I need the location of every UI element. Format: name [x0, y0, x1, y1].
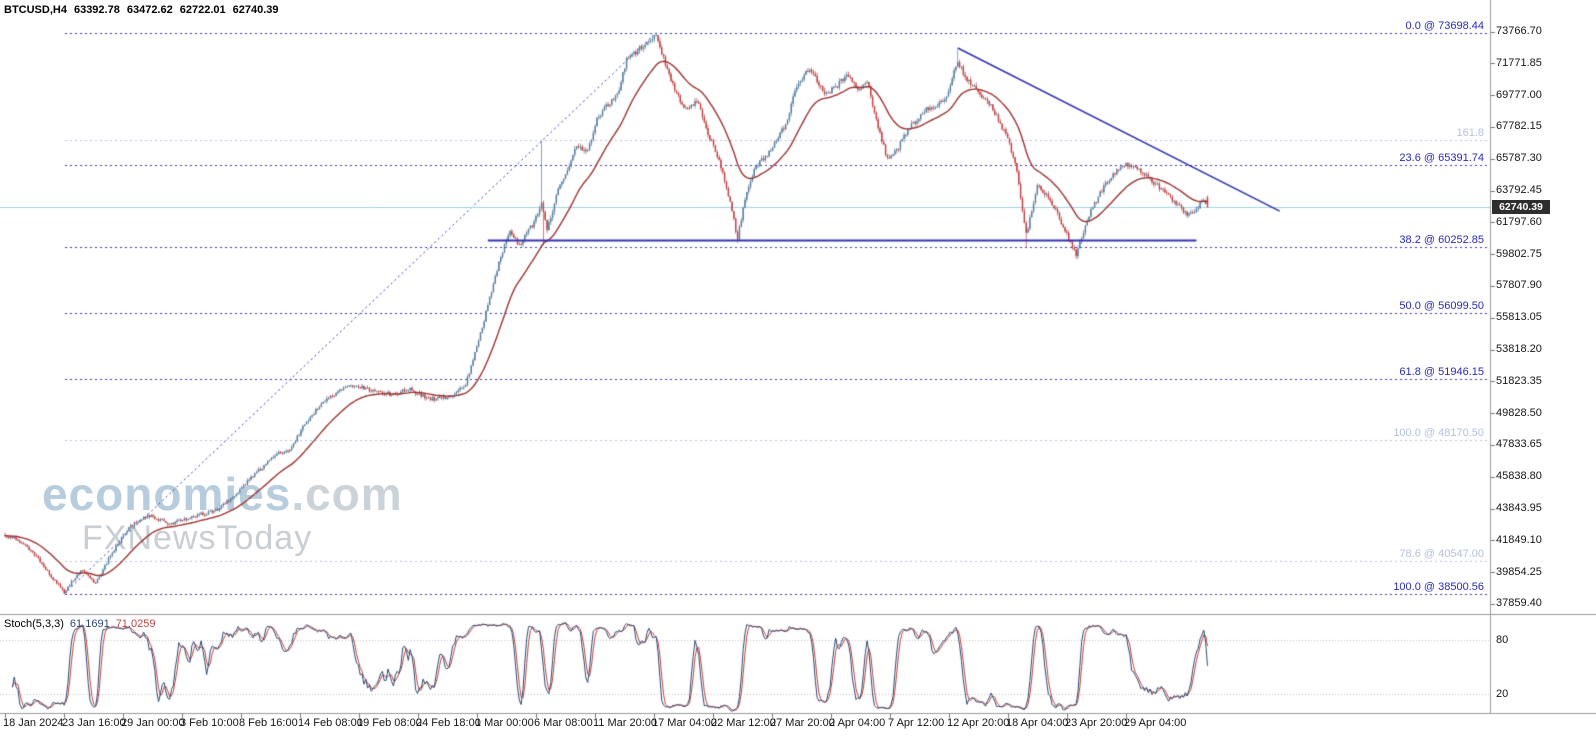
time-axis-label: 1 Mar 00:00 — [475, 717, 534, 729]
time-axis-label: 19 Feb 08:00 — [357, 717, 422, 729]
price-axis-label: 39854.25 — [1496, 565, 1542, 578]
stochastic-signal-value: 71.0259 — [115, 618, 156, 630]
price-axis-label: 47833.65 — [1496, 438, 1542, 451]
time-axis-label: 3 Feb 10:00 — [180, 717, 239, 729]
price-axis-label: 65787.30 — [1496, 152, 1542, 165]
price-axis-label: 71771.85 — [1496, 56, 1542, 69]
current-price-badge: 62740.39 — [1492, 200, 1550, 215]
stochastic-indicator-label: Stoch(5,3,3) 61.1691 71.0259 — [4, 618, 161, 630]
time-axis[interactable]: 18 Jan 2024 23 Jan 16:00 29 Jan 00:00 3 Feb… — [0, 713, 1596, 743]
time-axis-label: 22 Mar 12:00 — [711, 717, 776, 729]
time-axis-label: 18 Apr 04:00 — [1006, 717, 1069, 729]
time-axis-label: 14 Feb 08:00 — [298, 717, 363, 729]
price-axis-label: 67782.15 — [1496, 120, 1542, 133]
price-axis-label: 59802.75 — [1496, 247, 1542, 260]
time-axis-label: 29 Apr 04:00 — [1124, 717, 1187, 729]
stoch-scale-label: 80 — [1496, 633, 1509, 646]
time-axis-label: 17 Mar 04:00 — [652, 717, 717, 729]
time-axis-label: 7 Apr 12:00 — [888, 717, 945, 729]
time-axis-label: 23 Apr 20:00 — [1065, 717, 1128, 729]
price-axis-label: 43843.95 — [1496, 502, 1542, 514]
price-axis-label: 57807.90 — [1496, 279, 1542, 292]
price-axis-label: 45838.80 — [1496, 470, 1542, 483]
time-axis-label: 18 Jan 2024 — [3, 717, 64, 729]
stochastic-main-value: 61.1691 — [69, 618, 110, 630]
price-axis-label: 73766.70 — [1496, 25, 1542, 37]
price-axis-label: 41849.10 — [1496, 533, 1542, 546]
close-price: 62740.39 — [232, 4, 279, 16]
symbol-period-label: BTCUSD,H4 — [4, 4, 67, 16]
time-axis-label: 24 Feb 18:00 — [416, 717, 481, 729]
time-axis-label: 27 Mar 20:00 — [770, 717, 835, 729]
time-axis-label: 2 Apr 04:00 — [829, 717, 886, 729]
time-axis-label: 8 Feb 16:00 — [239, 717, 298, 729]
price-axis-label: 37859.40 — [1496, 597, 1542, 610]
time-axis-label: 11 Mar 20:00 — [593, 717, 658, 729]
stochastic-name: Stoch(5,3,3) — [4, 618, 64, 630]
price-axis-label: 55813.05 — [1496, 311, 1542, 324]
time-axis-label: 29 Jan 00:00 — [121, 717, 185, 729]
price-axis-label: 63792.45 — [1496, 184, 1542, 196]
time-axis-label: 12 Apr 20:00 — [947, 717, 1010, 729]
price-axis-label: 53818.20 — [1496, 343, 1542, 355]
price-axis-label: 69777.00 — [1496, 88, 1542, 101]
time-axis-label: 23 Jan 16:00 — [62, 717, 126, 729]
price-axis-label: 49828.50 — [1496, 406, 1542, 419]
symbol-ohlc-header: BTCUSD,H4 63392.78 63472.62 62722.01 62740.3… — [4, 4, 286, 16]
low-price: 62722.01 — [179, 4, 226, 16]
high-price: 63472.62 — [126, 4, 173, 16]
price-axis-label: 61797.60 — [1496, 215, 1542, 228]
price-axis-label: 51823.35 — [1496, 374, 1542, 387]
open-price: 63392.78 — [73, 4, 120, 16]
stoch-scale-label: 20 — [1496, 687, 1509, 700]
time-axis-label: 6 Mar 08:00 — [534, 717, 593, 729]
price-axis[interactable]: 73766.70 71771.85 69777.00 67782.15 65787.30… — [1491, 0, 1596, 713]
current-price-value: 62740.39 — [1499, 201, 1543, 214]
